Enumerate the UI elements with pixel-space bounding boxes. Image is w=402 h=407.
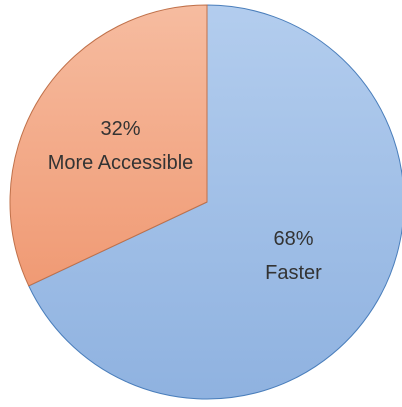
pie-slice-faster [28,4,402,400]
pie-label-percent-faster: 68% [273,228,313,250]
pie-label-percent-more-accessible: 32% [100,118,140,140]
pie-label-category-faster: Faster [265,262,322,284]
pie-slice-more-accessible [9,4,208,287]
pie-label-category-more-accessible: More Accessible [48,152,194,174]
